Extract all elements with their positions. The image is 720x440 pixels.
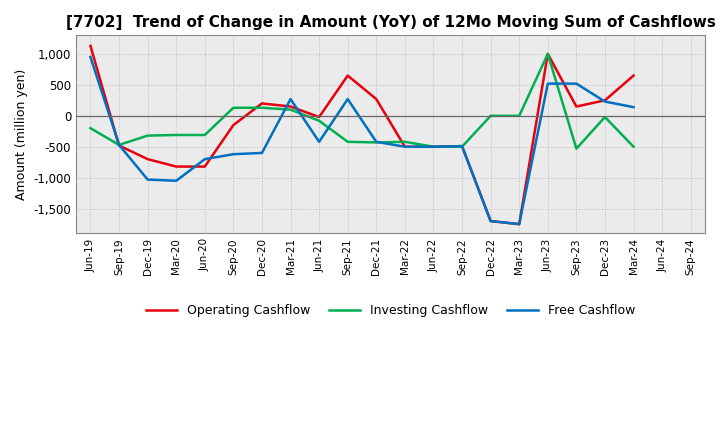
- Operating Cashflow: [458, 143, 467, 149]
- Operating Cashflow: [400, 144, 409, 150]
- Title: [7702]  Trend of Change in Amount (YoY) of 12Mo Moving Sum of Cashflows: [7702] Trend of Change in Amount (YoY) o…: [66, 15, 716, 30]
- Operating Cashflow: [600, 98, 609, 103]
- Investing Cashflow: [86, 125, 95, 131]
- Investing Cashflow: [287, 107, 295, 112]
- Operating Cashflow: [200, 164, 209, 169]
- Operating Cashflow: [86, 43, 95, 48]
- Operating Cashflow: [486, 218, 495, 224]
- Investing Cashflow: [572, 146, 581, 151]
- Free Cashflow: [544, 81, 552, 86]
- Free Cashflow: [372, 139, 381, 144]
- Investing Cashflow: [400, 139, 409, 144]
- Investing Cashflow: [143, 133, 152, 138]
- Operating Cashflow: [258, 101, 266, 106]
- Operating Cashflow: [429, 144, 438, 150]
- Operating Cashflow: [629, 73, 638, 78]
- Investing Cashflow: [458, 144, 467, 150]
- Free Cashflow: [429, 144, 438, 150]
- Operating Cashflow: [315, 114, 323, 120]
- Free Cashflow: [229, 151, 238, 157]
- Free Cashflow: [86, 55, 95, 60]
- Investing Cashflow: [515, 113, 523, 118]
- Operating Cashflow: [172, 164, 181, 169]
- Investing Cashflow: [600, 114, 609, 120]
- Free Cashflow: [515, 221, 523, 227]
- Investing Cashflow: [544, 51, 552, 57]
- Free Cashflow: [458, 143, 467, 149]
- Legend: Operating Cashflow, Investing Cashflow, Free Cashflow: Operating Cashflow, Investing Cashflow, …: [140, 299, 641, 322]
- Y-axis label: Amount (million yen): Amount (million yen): [15, 69, 28, 200]
- Free Cashflow: [200, 157, 209, 162]
- Free Cashflow: [343, 96, 352, 102]
- Investing Cashflow: [486, 113, 495, 118]
- Operating Cashflow: [229, 122, 238, 128]
- Investing Cashflow: [372, 140, 381, 145]
- Line: Free Cashflow: Free Cashflow: [91, 57, 634, 224]
- Line: Investing Cashflow: Investing Cashflow: [91, 54, 634, 149]
- Investing Cashflow: [229, 105, 238, 110]
- Operating Cashflow: [515, 221, 523, 227]
- Operating Cashflow: [114, 143, 123, 148]
- Line: Operating Cashflow: Operating Cashflow: [91, 46, 634, 224]
- Investing Cashflow: [343, 139, 352, 144]
- Investing Cashflow: [315, 118, 323, 123]
- Investing Cashflow: [200, 132, 209, 138]
- Free Cashflow: [486, 218, 495, 224]
- Free Cashflow: [287, 96, 295, 102]
- Free Cashflow: [258, 150, 266, 156]
- Operating Cashflow: [544, 51, 552, 57]
- Free Cashflow: [400, 144, 409, 150]
- Free Cashflow: [143, 177, 152, 182]
- Operating Cashflow: [572, 104, 581, 109]
- Investing Cashflow: [114, 142, 123, 147]
- Free Cashflow: [600, 99, 609, 104]
- Operating Cashflow: [287, 104, 295, 109]
- Investing Cashflow: [429, 144, 438, 150]
- Investing Cashflow: [172, 132, 181, 138]
- Operating Cashflow: [143, 157, 152, 162]
- Investing Cashflow: [629, 144, 638, 150]
- Free Cashflow: [572, 81, 581, 86]
- Free Cashflow: [172, 178, 181, 183]
- Free Cashflow: [315, 139, 323, 144]
- Operating Cashflow: [372, 96, 381, 102]
- Operating Cashflow: [343, 73, 352, 78]
- Investing Cashflow: [258, 105, 266, 110]
- Free Cashflow: [114, 142, 123, 147]
- Free Cashflow: [629, 105, 638, 110]
